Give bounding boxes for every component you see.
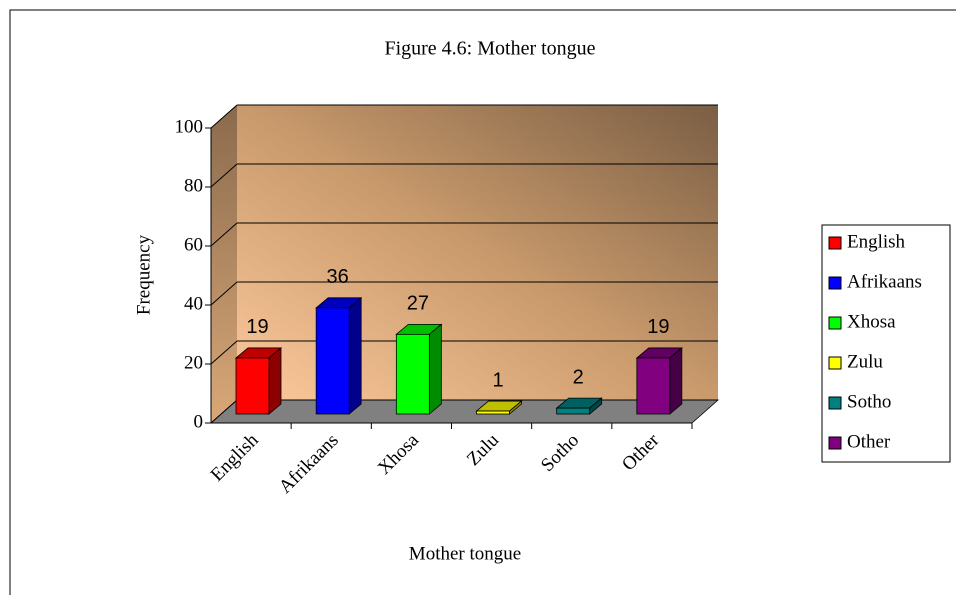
grid-line <box>210 163 238 188</box>
legend <box>821 224 951 463</box>
legend-swatch <box>828 396 842 410</box>
value-label: 1 <box>492 369 503 391</box>
y-tick-label: 80 <box>184 175 203 196</box>
legend-label: Other <box>847 431 891 452</box>
y-tick-label: 20 <box>184 352 203 373</box>
bar <box>315 307 350 415</box>
value-label: 36 <box>327 266 349 288</box>
y-tick-label: 60 <box>184 234 203 255</box>
legend-label: Sotho <box>847 391 891 412</box>
y-tick-label: 40 <box>184 293 203 314</box>
grid-line <box>210 104 238 129</box>
bar-side <box>669 347 683 415</box>
y-tick-label: 100 <box>175 116 204 137</box>
legend-label: Afrikaans <box>847 271 922 292</box>
legend-swatch <box>828 236 842 250</box>
bar <box>556 407 591 415</box>
x-axis-title: Mother tongue <box>409 543 521 564</box>
bar <box>476 410 510 415</box>
left-wall <box>211 105 237 423</box>
legend-label: Zulu <box>847 351 883 372</box>
value-label: 19 <box>647 316 669 338</box>
bar <box>636 357 671 415</box>
legend-swatch <box>828 276 842 290</box>
bar-side <box>428 323 442 415</box>
bar <box>235 357 270 415</box>
chart-title: Figure 4.6: Mother tongue <box>384 38 595 60</box>
value-label: 2 <box>573 366 584 388</box>
grid-line <box>210 340 238 365</box>
grid-line <box>210 281 238 306</box>
legend-swatch <box>828 436 842 450</box>
legend-label: English <box>847 231 906 252</box>
legend-label: Xhosa <box>847 311 896 332</box>
y-axis-title: Frequency <box>133 234 154 315</box>
legend-swatch <box>828 356 842 370</box>
y-tick-label: 0 <box>194 411 204 432</box>
grid-line <box>210 399 238 424</box>
bar <box>395 333 430 415</box>
bar-side <box>348 296 362 415</box>
bar-side <box>268 347 282 415</box>
grid-line <box>210 222 238 247</box>
value-label: 19 <box>246 316 268 338</box>
legend-swatch <box>828 316 842 330</box>
value-label: 27 <box>407 293 429 315</box>
